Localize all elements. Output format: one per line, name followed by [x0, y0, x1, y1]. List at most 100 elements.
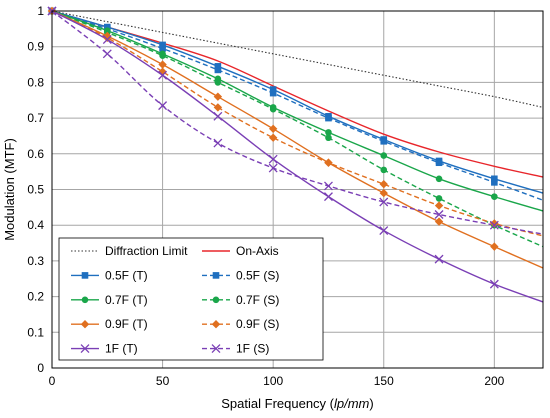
legend-item-0-5f-t: 0.5F (T) — [71, 268, 148, 282]
legend-item-on-axis: On-Axis — [202, 244, 279, 258]
legend-item-0-9f-s: 0.9F (S) — [202, 317, 279, 331]
data-point-1f-t — [379, 226, 389, 236]
plot-frame — [51, 10, 544, 369]
data-point-0-7f-s — [380, 166, 388, 174]
legend-swatch-marker — [81, 296, 89, 304]
data-point-1f-s — [102, 49, 112, 59]
data-point-1f-s — [489, 220, 499, 230]
data-point-0-7f-t — [380, 152, 388, 159]
y-axis-ticks: 0 0.1 0.2 0.3 0.4 0.5 0.6 0.7 0.8 0.9 1 — [27, 4, 44, 375]
data-point-0-5f-s — [325, 114, 332, 122]
data-point-0-9f-s — [490, 219, 499, 228]
series-line-1f-s — [51, 10, 544, 235]
x-axis-ticks: 0 50 100 150 200 — [49, 374, 505, 388]
data-point-0-5f-t — [214, 63, 222, 70]
data-point-1f-t — [158, 70, 168, 80]
x-tick-label: 0 — [49, 374, 56, 388]
legend-item-0-5f-s: 0.5F (S) — [202, 268, 279, 282]
y-tick-label: 0.1 — [27, 325, 44, 339]
data-point-1f-s — [379, 197, 389, 207]
x-axis-label-suffix: ) — [369, 396, 373, 411]
data-point-1f-s — [268, 163, 278, 173]
legend-box — [58, 237, 324, 361]
data-point-0-7f-s — [214, 79, 222, 86]
data-point-0-5f-s — [435, 159, 443, 167]
series-line-1f-t — [51, 10, 544, 303]
series-line-0-9f-s — [51, 10, 544, 237]
series-lines — [51, 10, 544, 303]
x-tick-label: 150 — [374, 374, 394, 388]
data-point-1f-s — [434, 210, 444, 219]
data-point-1f-t — [213, 111, 223, 121]
legend: Diffraction Limit On-Axis 0.5F (T) 0.5F (S)… — [58, 237, 324, 361]
series-markers — [47, 6, 499, 289]
y-tick-label: 0.8 — [27, 75, 44, 89]
data-point-0-9f-s — [213, 103, 223, 112]
y-tick-label: 0.4 — [27, 218, 44, 232]
data-point-0-9f-s — [379, 179, 388, 189]
data-point-0-9f-s — [434, 201, 444, 210]
y-tick-label: 0.3 — [27, 254, 44, 268]
legend-label: 0.5F (S) — [236, 268, 279, 282]
y-tick-label: 0 — [37, 361, 44, 375]
data-point-0-9f-t — [213, 92, 223, 101]
legend-item-1f-t: 1F (T) — [71, 342, 138, 356]
y-tick-label: 0.5 — [27, 183, 44, 197]
data-point-0-7f-t — [435, 175, 443, 183]
legend-item-diffraction-limit: Diffraction Limit — [71, 244, 188, 258]
y-tick-label: 0.9 — [27, 40, 44, 54]
legend-swatch-marker — [211, 320, 221, 329]
legend-item-0-7f-t: 0.7F (T) — [71, 293, 148, 307]
y-tick-label: 0.7 — [27, 111, 44, 125]
legend-swatch-marker — [211, 344, 221, 354]
y-tick-label: 1 — [37, 4, 44, 18]
data-point-0-5f-s — [159, 45, 166, 52]
legend-label: 1F (T) — [105, 342, 138, 356]
x-tick-label: 200 — [484, 374, 504, 388]
legend-swatch-marker — [81, 272, 89, 279]
data-point-1f-s — [213, 138, 223, 148]
legend-label: Diffraction Limit — [105, 244, 188, 258]
data-point-0-9f-t — [434, 217, 444, 226]
y-tick-label: 0.6 — [27, 147, 44, 161]
series-line-0-9f-t — [51, 10, 544, 269]
legend-swatch-marker — [212, 272, 220, 279]
data-point-1f-t — [102, 35, 112, 45]
data-point-0-5f-t — [491, 175, 498, 183]
legend-item-0-7f-s: 0.7F (S) — [202, 293, 279, 307]
x-axis-label-unit: lp/mm — [334, 396, 370, 411]
legend-swatch-marker — [80, 320, 90, 329]
series-line-0-5f-s — [51, 10, 544, 201]
data-point-0-9f-s — [268, 133, 278, 142]
x-axis-label: Spatial Frequency (lp/mm) — [221, 396, 373, 411]
data-point-0-9f-s — [324, 158, 333, 167]
series-line-0-7f-s — [51, 10, 544, 248]
data-point-0-5f-t — [269, 86, 277, 93]
legend-label: 0.7F (T) — [105, 293, 148, 307]
legend-item-1f-s: 1F (S) — [202, 342, 269, 356]
data-point-0-5f-s — [214, 66, 222, 74]
data-point-0-7f-s — [159, 52, 166, 59]
series-line-0-5f-t — [51, 10, 544, 194]
data-point-0-5f-s — [491, 179, 498, 186]
x-axis-label-prefix: Spatial Frequency ( — [221, 396, 334, 411]
data-point-0-5f-s — [380, 138, 388, 145]
series-line-diffraction-limit — [51, 10, 544, 108]
data-point-0-5f-t — [159, 41, 166, 49]
data-point-1f-t — [268, 154, 278, 164]
legend-swatch-marker — [212, 296, 220, 304]
data-point-0-5f-s — [269, 89, 277, 97]
legend-label: 0.5F (T) — [105, 268, 148, 282]
data-point-0-9f-t — [158, 60, 167, 69]
data-point-1f-t — [489, 279, 499, 289]
data-point-0-9f-t — [490, 242, 499, 251]
legend-swatch-marker — [80, 344, 90, 354]
legend-label: 1F (S) — [236, 342, 269, 356]
data-point-1f-s — [158, 101, 168, 111]
legend-item-0-9f-t: 0.9F (T) — [71, 317, 148, 331]
legend-label: 0.9F (T) — [105, 317, 148, 331]
data-point-0-7f-s — [269, 105, 277, 113]
legend-label: 0.9F (S) — [236, 317, 279, 331]
y-tick-label: 0.2 — [27, 290, 44, 304]
data-point-1f-t — [324, 192, 333, 202]
